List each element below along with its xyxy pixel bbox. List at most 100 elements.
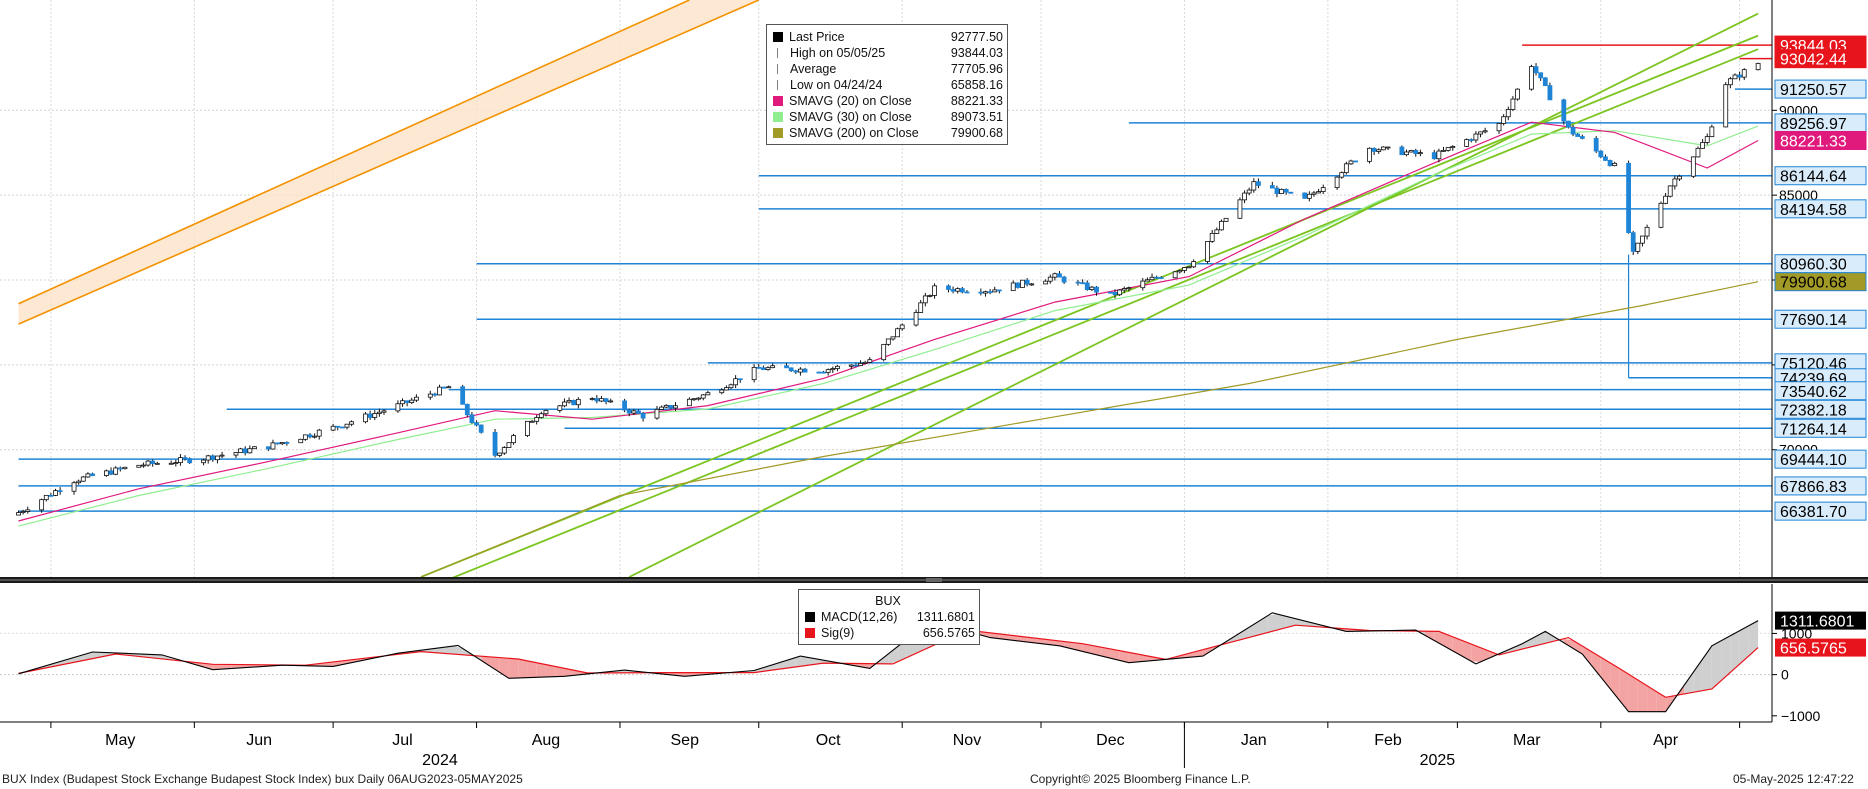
signal-value-label: 656.5765 — [1780, 641, 1847, 658]
candle-body — [1677, 175, 1682, 180]
macd-fill — [573, 670, 583, 676]
candle-body — [525, 420, 530, 437]
candle-body — [178, 457, 183, 463]
candle-body — [728, 384, 734, 389]
candle-body — [1640, 235, 1645, 244]
candle-body — [848, 364, 854, 367]
macd-fill — [222, 664, 232, 670]
candle-body — [996, 289, 1002, 292]
candle-body — [316, 429, 322, 437]
macd-fill — [1027, 637, 1037, 644]
sma20-line — [18, 121, 1759, 522]
macd-fill — [1101, 647, 1111, 659]
macd-fill — [1017, 636, 1028, 642]
candle-body — [529, 420, 535, 423]
candle-body — [1755, 63, 1761, 71]
macd-fill — [1249, 621, 1259, 638]
candle-body — [1209, 233, 1215, 242]
macd-fill — [1536, 631, 1546, 646]
candle-body — [1380, 146, 1386, 151]
macd-fill — [1267, 613, 1277, 633]
candle-body — [400, 400, 405, 405]
macd-tick-label: −1000 — [1781, 708, 1821, 724]
macd-fill — [203, 663, 213, 670]
signal-legend-name: Sig(9) — [821, 626, 855, 640]
price-value-label-bg — [1774, 449, 1867, 469]
legend-swatch — [777, 80, 784, 90]
macd-fill — [1573, 640, 1583, 655]
candle-body — [978, 291, 984, 294]
macd-fill — [1619, 668, 1629, 712]
macd-fill — [1008, 635, 1018, 641]
macd-fill — [1702, 645, 1712, 691]
candle-body — [1251, 181, 1257, 191]
candle-body — [575, 398, 581, 406]
candle-body — [640, 412, 646, 419]
candle-body — [538, 413, 544, 418]
month-label: Jan — [1241, 732, 1267, 749]
price-value-label: 89256.97 — [1780, 116, 1847, 133]
macd-fill — [888, 646, 898, 664]
candle-body — [1311, 192, 1317, 195]
candle-body — [686, 398, 692, 407]
macd-fill — [1508, 645, 1518, 653]
legend-row: Last Price 92777.50 — [769, 29, 1003, 45]
macd-fill — [1147, 655, 1157, 662]
candle-body — [1723, 84, 1729, 128]
macd-swatch — [805, 612, 815, 622]
candle-body — [335, 425, 341, 428]
price-value-label: 91250.57 — [1780, 82, 1847, 99]
price-value-label-bg — [1774, 309, 1867, 329]
candle-body — [413, 396, 419, 401]
candle-body — [1302, 192, 1308, 199]
candle-body — [312, 435, 318, 438]
candle-body — [1094, 286, 1099, 293]
candle-body — [1306, 193, 1312, 199]
candle-body — [376, 411, 382, 414]
candle-body — [1010, 282, 1016, 292]
candle-body — [1149, 276, 1155, 281]
candle-body — [1741, 69, 1747, 78]
macd-fill — [1628, 674, 1638, 712]
candle-body — [1084, 282, 1090, 291]
candle-body — [599, 398, 604, 402]
candle-body — [1121, 288, 1127, 291]
candle-body — [1399, 146, 1405, 156]
price-value-label: 88221.33 — [1780, 133, 1847, 150]
candle-body — [233, 452, 239, 456]
candle-body — [885, 338, 891, 345]
candle-body — [1279, 189, 1284, 195]
price-value-label: 66381.70 — [1780, 504, 1847, 521]
macd-fill — [536, 662, 546, 678]
candle-body — [1598, 150, 1604, 158]
candle-body — [1737, 74, 1743, 78]
price-value-label-bg — [1774, 476, 1867, 496]
macd-fill — [527, 660, 537, 678]
legend-row: Low on 04/24/24 65858.16 — [769, 77, 1003, 93]
candle-body — [1667, 185, 1673, 197]
candle-body — [284, 442, 290, 444]
candle-body — [57, 490, 63, 493]
candle-body — [1075, 281, 1081, 284]
candle-body — [1663, 195, 1668, 204]
candle-body — [1320, 187, 1326, 192]
candle-body — [765, 367, 771, 371]
candle-body — [1117, 289, 1123, 296]
macd-fill — [499, 657, 509, 679]
candle-body — [825, 369, 831, 373]
macd-fill — [1276, 613, 1287, 631]
macd-legend: BUX MACD(12,26) 1311.6801 Sig(9) 656.576… — [798, 589, 980, 645]
month-label: Apr — [1653, 732, 1679, 749]
macd-fill — [1684, 672, 1694, 694]
month-label: Jun — [246, 732, 272, 749]
candle-body — [1635, 242, 1641, 252]
candle-body — [835, 365, 840, 369]
candle-body — [1057, 273, 1062, 278]
legend-row: SMAVG (200) on Close 79900.68 — [769, 125, 1003, 141]
candle-body — [1695, 147, 1701, 158]
candle-body — [48, 494, 54, 497]
legend-value: 77705.96 — [950, 62, 1003, 76]
macd-legend-name: MACD(12,26) — [821, 610, 898, 624]
candle-body — [1515, 88, 1520, 100]
macd-fill — [1286, 616, 1296, 628]
